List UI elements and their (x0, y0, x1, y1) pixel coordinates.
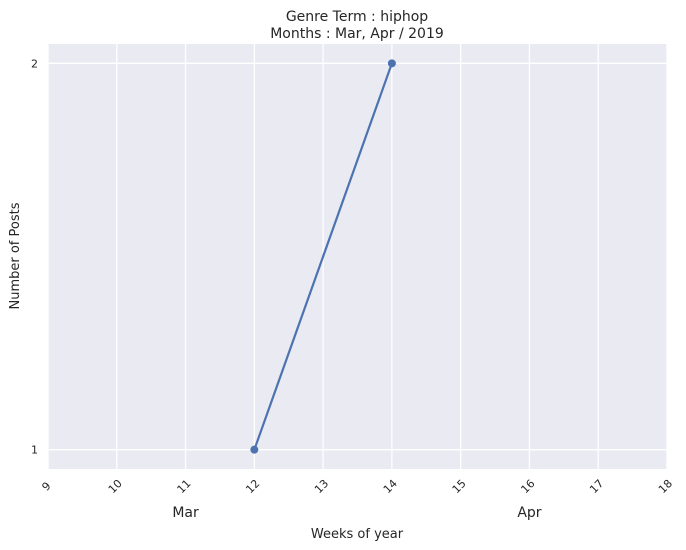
x-axis-label: Weeks of year (311, 527, 404, 542)
x-tick-label: 11 (175, 477, 194, 496)
x-tick-label: 18 (656, 477, 675, 496)
y-tick-labels: 12 (31, 57, 38, 456)
data-point (387, 59, 396, 68)
x-tick-label: 14 (381, 477, 400, 496)
x-tick-label: 12 (243, 477, 262, 496)
series-line (253, 62, 393, 451)
data-point (250, 445, 259, 454)
chart-subtitle: Months : Mar, Apr / 2019 (270, 26, 444, 42)
month-labels: Mar Apr (172, 505, 541, 521)
x-tick-label: 15 (450, 477, 469, 496)
x-tick-labels: 9 10 11 12 13 14 15 16 17 18 (39, 477, 675, 496)
x-tick-label: 16 (518, 477, 537, 496)
y-axis-label: Number of Posts (8, 202, 23, 309)
month-label: Apr (517, 505, 541, 521)
month-label: Mar (172, 505, 199, 521)
y-tick-label: 2 (31, 57, 38, 70)
x-tick-label: 13 (312, 477, 331, 496)
x-tick-label: 9 (39, 479, 53, 493)
chart-title: Genre Term : hiphop (286, 9, 428, 25)
plot-area (48, 44, 667, 469)
series-layer (250, 59, 396, 454)
x-tick-label: 10 (106, 477, 125, 496)
y-tick-label: 1 (31, 444, 38, 457)
x-tick-label: 17 (587, 477, 606, 496)
